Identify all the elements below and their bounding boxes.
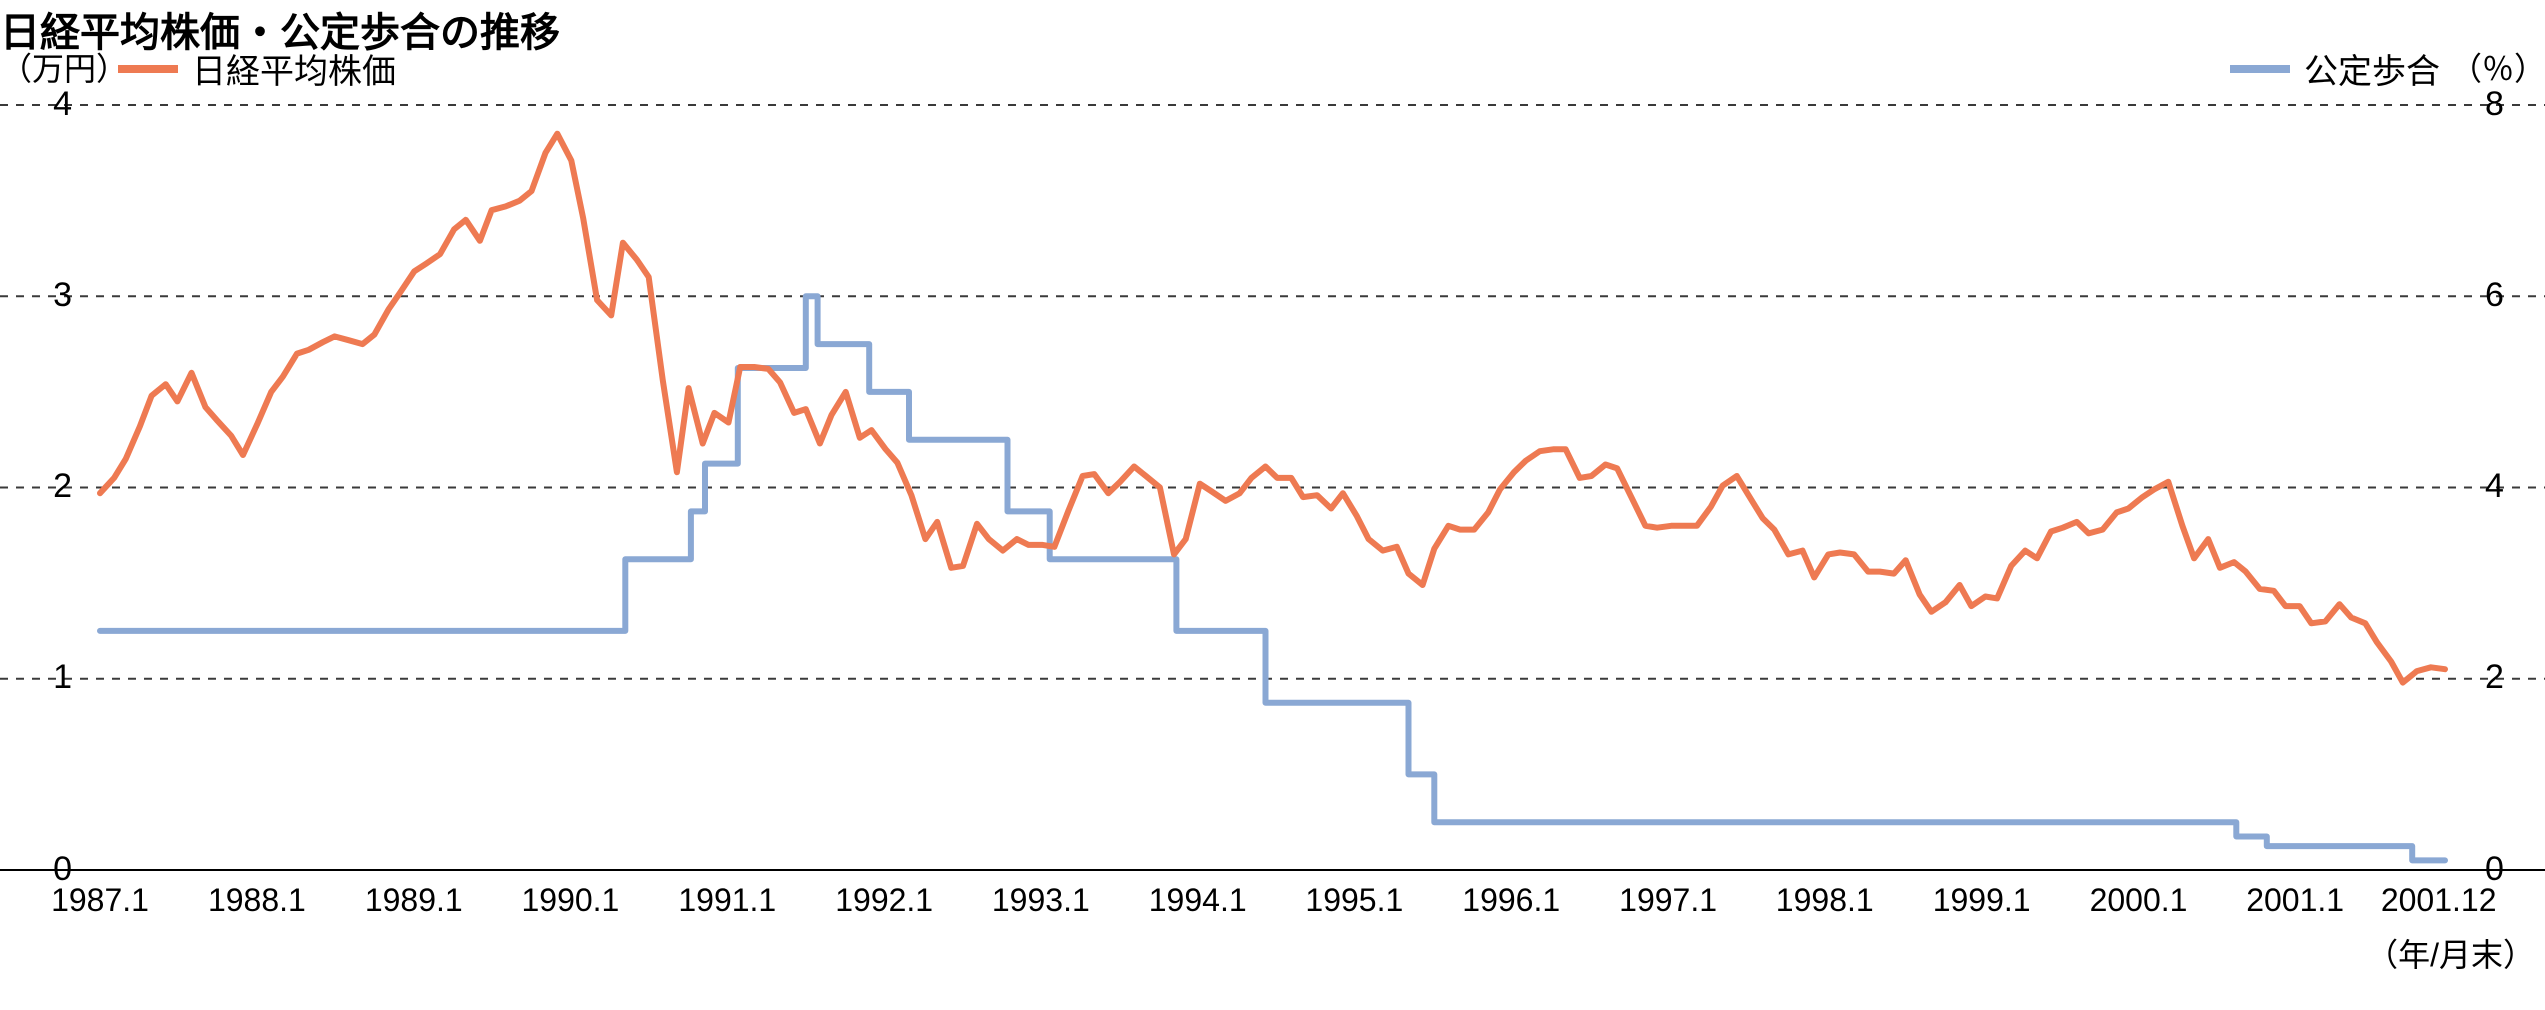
plot-svg xyxy=(0,0,2545,1010)
x-tick-label: 1993.1 xyxy=(992,882,1090,919)
chart-container: 日経平均株価・公定歩合の推移 （万円） 日経平均株価 公定歩合 （％） 0123… xyxy=(0,0,2545,1010)
left-tick-label: 2 xyxy=(12,467,72,506)
series-nikkei-path xyxy=(100,134,2445,683)
x-tick-label: 1987.1 xyxy=(51,882,149,919)
right-tick-label: 4 xyxy=(2485,467,2504,506)
x-axis-caption: （年/月末） xyxy=(2366,930,2535,976)
x-tick-label: 1995.1 xyxy=(1305,882,1403,919)
x-tick-label: 1997.1 xyxy=(1619,882,1717,919)
x-tick-label: 1988.1 xyxy=(208,882,306,919)
left-tick-label: 3 xyxy=(12,276,72,315)
x-tick-label: 1991.1 xyxy=(678,882,776,919)
x-tick-label: 2000.1 xyxy=(2090,882,2188,919)
left-tick-label: 4 xyxy=(12,85,72,124)
x-tick-label: 1996.1 xyxy=(1462,882,1560,919)
series-rate-path xyxy=(100,296,2445,860)
gridlines xyxy=(0,105,2545,679)
x-tick-label: 1989.1 xyxy=(365,882,463,919)
x-tick-label: 1999.1 xyxy=(1933,882,2031,919)
left-tick-label: 1 xyxy=(12,658,72,697)
x-tick-label: 1990.1 xyxy=(521,882,619,919)
x-tick-label: 2001.1 xyxy=(2246,882,2344,919)
x-tick-label: 1998.1 xyxy=(1776,882,1874,919)
right-tick-label: 8 xyxy=(2485,85,2504,124)
x-tick-label: 1992.1 xyxy=(835,882,933,919)
right-tick-label: 2 xyxy=(2485,658,2504,697)
right-tick-label: 6 xyxy=(2485,276,2504,315)
x-tick-label: 1994.1 xyxy=(1149,882,1247,919)
x-tick-label: 2001.12 xyxy=(2381,882,2497,919)
